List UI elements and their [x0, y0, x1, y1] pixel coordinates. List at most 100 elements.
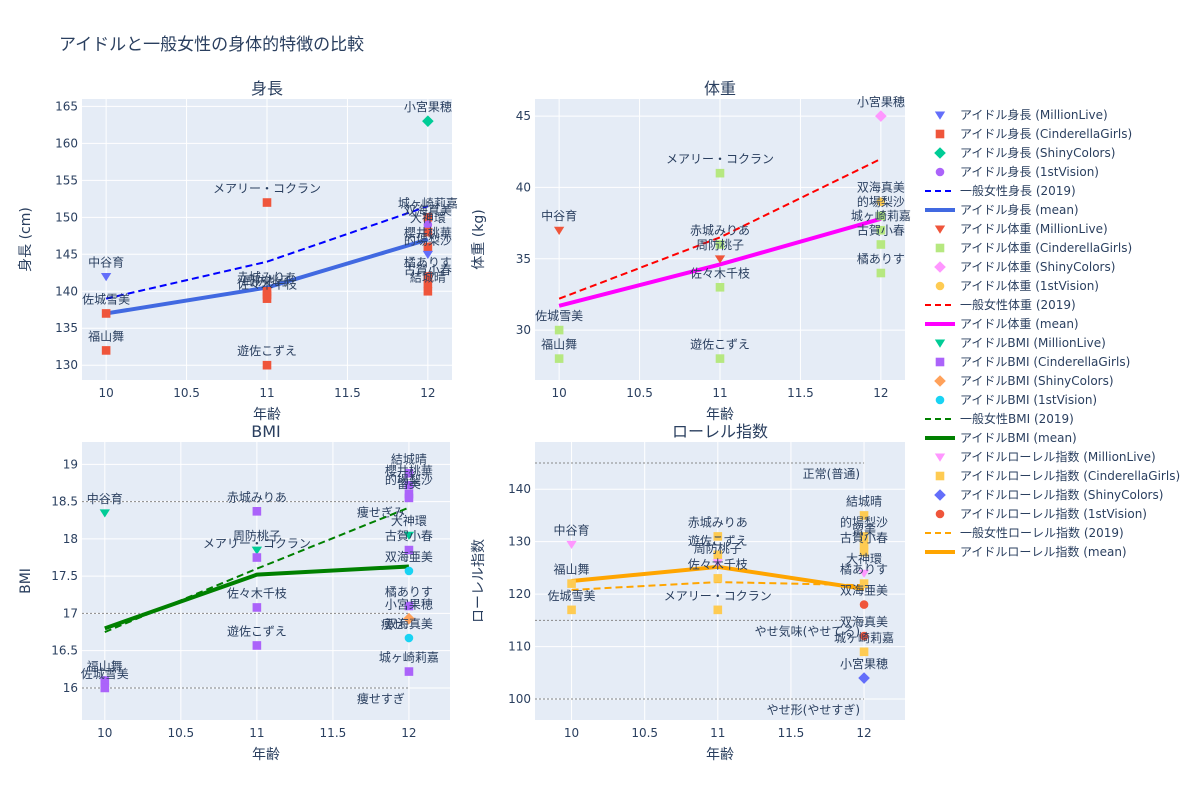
data-label: 古賀小春: [385, 528, 433, 543]
x-tick-label: 11.5: [320, 726, 347, 740]
legend-label: アイドル身長 (ShinyColors): [960, 145, 1115, 160]
data-point: [858, 569, 870, 578]
legend-item: 一般女性ローレル指数 (2019): [925, 525, 1124, 540]
legend-label: アイドルローレル指数 (mean): [960, 544, 1127, 559]
data-label: メアリー・コクラン: [664, 589, 772, 603]
threshold-label: 痩せぎみ: [357, 505, 405, 520]
data-point: [567, 605, 576, 615]
x-axis-title: 年齢: [252, 747, 280, 763]
x-tick-label: 10.5: [631, 726, 658, 740]
subplot-title: BMI: [251, 422, 281, 441]
x-tick-label: 10.5: [167, 726, 194, 740]
y-axis-title: BMI: [18, 568, 34, 594]
data-point: [859, 532, 869, 541]
data-label: 周防桃子: [694, 541, 742, 556]
data-point: [423, 286, 433, 296]
data-label: 的場梨沙: [404, 232, 452, 247]
legend-label: 一般女性BMI (2019): [960, 411, 1074, 426]
legend-marker: [934, 453, 946, 462]
data-label: 留美: [852, 523, 876, 537]
legend-marker: [935, 167, 945, 177]
y-tick-label: 17.5: [51, 569, 78, 583]
data-label: 福山舞: [541, 337, 577, 352]
data-label: 周防桃子: [233, 528, 281, 543]
data-point: [859, 539, 869, 549]
data-point: [876, 211, 886, 221]
y-tick-label: 45: [516, 109, 531, 123]
data-label: 遊佐こずえ: [227, 623, 287, 638]
data-point: [404, 601, 414, 611]
data-label: 双海真美: [404, 203, 452, 218]
data-label: メアリー・コクラン: [666, 152, 774, 166]
data-point: [554, 325, 564, 335]
legend-label: アイドルBMI (1stVision): [960, 393, 1097, 407]
legend-label: アイドル身長 (MillionLive): [960, 107, 1108, 122]
y-tick-label: 16: [63, 681, 78, 695]
legend-item: アイドルBMI (1stVision): [935, 393, 1097, 407]
x-tick-label: 11.5: [778, 726, 805, 740]
data-point: [404, 469, 414, 478]
data-label: 古賀小春: [857, 222, 905, 237]
x-axis-title: 年齢: [706, 407, 734, 423]
data-point: [714, 255, 726, 264]
data-label: 橘ありす: [404, 254, 452, 269]
data-label: 赤城みりあ: [227, 490, 287, 504]
data-label: 中谷育: [554, 522, 590, 537]
data-point: [262, 198, 272, 207]
data-point: [404, 480, 414, 490]
y-tick-label: 19: [63, 457, 78, 471]
legend-label: アイドルBMI (ShinyColors): [960, 374, 1114, 388]
data-point: [876, 225, 886, 235]
y-tick-label: 135: [55, 321, 78, 335]
data-label: 佐城雪美: [81, 667, 129, 681]
legend-marker: [934, 261, 946, 273]
data-label: メアリー・コクラン: [213, 182, 321, 196]
data-point: [262, 360, 272, 370]
legend-marker: [934, 225, 946, 234]
data-label: 双海亜美: [840, 583, 888, 598]
legend-label: アイドルローレル指数 (ShinyColors): [960, 487, 1163, 502]
y-tick-label: 40: [516, 180, 531, 194]
legend-label: 一般女性身長 (2019): [960, 183, 1076, 198]
x-tick-label: 12: [873, 386, 888, 400]
data-label: 双海真美: [385, 616, 433, 631]
y-tick-label: 140: [508, 482, 531, 496]
data-point: [404, 545, 414, 555]
data-point: [404, 493, 414, 503]
data-label: 城ヶ崎莉嘉: [834, 631, 894, 645]
legend-marker: [935, 357, 945, 367]
data-point: [713, 550, 723, 560]
data-label: 遊佐こずえ: [237, 343, 297, 358]
data-point: [876, 197, 886, 207]
x-tick-label: 10.5: [626, 386, 653, 400]
data-point: [859, 631, 869, 641]
data-label: 小宮果穂: [385, 597, 433, 612]
x-tick-label: 11.5: [787, 386, 814, 400]
data-label: 双海真美: [857, 180, 905, 195]
legend-item: アイドル身長 (ShinyColors): [934, 145, 1115, 160]
data-point: [252, 507, 262, 516]
data-label: 櫻井桃華: [385, 463, 433, 478]
legend-label: アイドルローレル指数 (CinderellaGirls): [960, 468, 1180, 483]
data-label: 城ヶ崎莉嘉: [398, 196, 458, 210]
threshold-label: 痩せすぎ: [357, 691, 405, 706]
y-tick-label: 35: [516, 252, 531, 266]
data-label: 佐々木千枝: [690, 265, 750, 280]
legend-label: アイドル体重 (MillionLive): [960, 222, 1108, 236]
legend-item: 一般女性BMI (2019): [925, 411, 1074, 426]
data-point: [858, 672, 870, 684]
data-label: 周防桃子: [243, 273, 291, 288]
legend-label: アイドル身長 (mean): [960, 202, 1079, 217]
y-tick-label: 130: [508, 535, 531, 549]
legend-item: アイドルBMI (mean): [925, 431, 1077, 445]
x-tick-label: 12: [856, 726, 871, 740]
data-point: [859, 547, 869, 557]
data-label: 佐城雪美: [82, 292, 130, 306]
legend-label: アイドル体重 (ShinyColors): [960, 260, 1115, 274]
legend-item: アイドル体重 (CinderellaGirls): [935, 241, 1132, 255]
threshold-label: 痩せ: [381, 616, 405, 631]
data-label: 大神環: [391, 514, 427, 528]
data-label: 遊佐こずえ: [690, 337, 750, 352]
data-point: [404, 633, 414, 643]
